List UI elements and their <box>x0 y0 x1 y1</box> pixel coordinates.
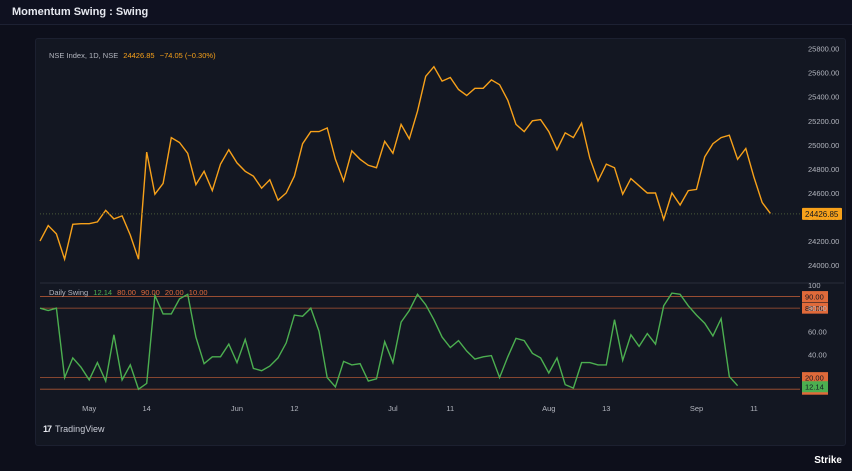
last-price-badge <box>802 207 842 220</box>
level-label: 80.00 <box>805 304 824 313</box>
legend-symbol: NSE Index, 1D, NSE <box>49 51 118 60</box>
legend-level-80: 80.00 <box>117 288 136 297</box>
level-label: 90.00 <box>805 293 824 302</box>
swing-tick-label: 40.00 <box>808 350 827 359</box>
price-tick-label: 25800.00 <box>808 45 839 54</box>
legend-level-90: 90.00 <box>141 288 160 297</box>
price-axis: 25800.00 25600.00 25400.00 25200.00 25000.00… <box>808 45 839 271</box>
level-badge <box>802 291 828 303</box>
level-label: 20.00 <box>805 374 824 383</box>
time-tick-label: 13 <box>602 404 610 413</box>
legend-change: −74.05 (−0.30%) <box>160 51 216 60</box>
time-axis: May 14 Jun 12 Jul 11 Aug 13 Sep 11 <box>82 404 758 413</box>
price-tick-label: 24800.00 <box>808 165 839 174</box>
current-value-badge <box>802 381 828 393</box>
legend-level-10: 10.00 <box>189 288 208 297</box>
legend-level-20: 20.00 <box>165 288 184 297</box>
price-legend: NSE Index, 1D, NSE 24426.85 −74.05 (−0.3… <box>49 51 216 60</box>
legend-swing-value: 12.14 <box>93 288 112 297</box>
swing-tick-label: 80.00 <box>808 304 827 313</box>
tradingview-icon: 17 <box>43 424 52 434</box>
time-tick-label: May <box>82 404 96 413</box>
legend-swing-name: Daily Swing <box>49 288 88 297</box>
time-tick-label: 14 <box>143 404 151 413</box>
swing-tick-label: 60.00 <box>808 327 827 336</box>
price-tick-label: 24200.00 <box>808 237 839 246</box>
price-tick-label: 25200.00 <box>808 117 839 126</box>
legend-price: 24426.85 <box>123 51 154 60</box>
price-tick-label: 25400.00 <box>808 93 839 102</box>
swing-levels: 90.00 80.00 20.00 10.00 12.14 <box>40 291 828 395</box>
price-tick-label: 25600.00 <box>808 69 839 78</box>
tradingview-logo[interactable]: 17 TradingView <box>43 424 105 434</box>
title-bar: Momentum Swing : Swing <box>0 0 852 25</box>
time-tick-label: 11 <box>750 404 758 413</box>
level-badge <box>802 302 828 314</box>
level-badge <box>802 372 828 384</box>
time-tick-label: 11 <box>446 404 454 413</box>
swing-tick-label: 100 <box>808 281 821 290</box>
time-tick-label: Jul <box>388 404 398 413</box>
swing-axis: 100 80.00 60.00 40.00 <box>808 281 827 359</box>
last-price-label: 24426.85 <box>805 210 839 219</box>
window-title: Momentum Swing : Swing <box>12 6 149 18</box>
time-tick-label: Sep <box>690 404 703 413</box>
current-value-label: 12.14 <box>805 383 824 392</box>
swing-legend: Daily Swing 12.14 80.00 90.00 20.00 10.0… <box>49 288 208 297</box>
price-line <box>39 65 771 262</box>
time-tick-label: 12 <box>290 404 298 413</box>
price-tick-label: 24600.00 <box>808 189 839 198</box>
price-tick-label: 24000.00 <box>808 261 839 270</box>
price-tick-label: 25000.00 <box>808 141 839 150</box>
time-tick-label: Aug <box>542 404 555 413</box>
tradingview-label: TradingView <box>55 424 105 434</box>
time-tick-label: Jun <box>231 404 243 413</box>
swing-line <box>39 292 739 391</box>
strike-logo: Strike <box>814 455 842 466</box>
